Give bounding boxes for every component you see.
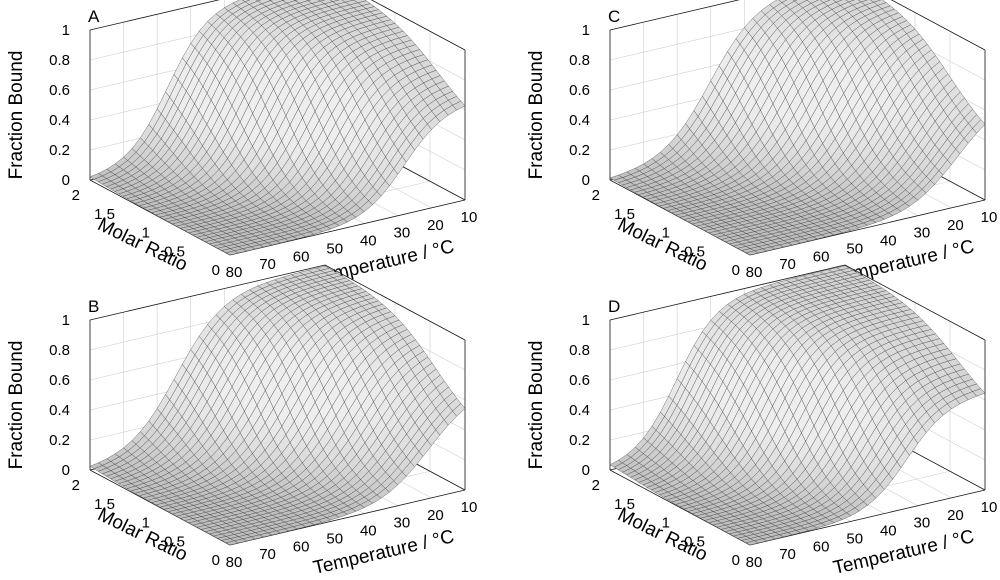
temperature-tick-label: 50 [326, 240, 343, 257]
surface-patch [225, 540, 239, 546]
molar-ratio-tick-label: 2 [72, 477, 80, 494]
z-tick-label: 0 [582, 172, 590, 189]
z-tick-label: 0 [62, 172, 70, 189]
panel-label: D [608, 297, 620, 316]
z-tick-label: 1 [582, 22, 590, 39]
temperature-tick-label: 20 [947, 217, 964, 234]
temperature-tick-label: 70 [779, 256, 796, 273]
temperature-tick-label: 70 [259, 546, 276, 563]
temperature-tick-label: 40 [880, 523, 897, 540]
z-tick-label: 0 [62, 462, 70, 479]
molar-ratio-tick-label: 0 [732, 552, 740, 569]
z-tick-label: 0.2 [49, 142, 70, 159]
temperature-tick-label: 50 [846, 530, 863, 547]
fraction-bound-surface [89, 0, 466, 256]
molar-ratio-tick-label: 0.5 [684, 533, 705, 550]
panel-label: C [608, 7, 620, 26]
fraction-bound-surface [89, 265, 466, 546]
z-tick-label: 0.6 [569, 372, 590, 389]
temperature-tick-label: 60 [813, 538, 830, 555]
z-tick-label: 0.4 [49, 402, 70, 419]
surface-panel-a: A 0 0.2 0.4 0.6 0.8 1 Fraction Bound 2 1.5 1 0.5 0 80… [6, 0, 477, 289]
molar-ratio-tick-label: 1 [662, 225, 670, 242]
z-axis-label: Fraction Bound [526, 51, 547, 180]
temperature-tick-label: 60 [293, 248, 310, 265]
z-axis-label: Fraction Bound [6, 341, 27, 470]
z-tick-label: 0.2 [569, 432, 590, 449]
surface-patch [745, 540, 759, 546]
molar-ratio-tick-label: 2 [592, 477, 600, 494]
z-tick-label: 0.6 [49, 82, 70, 99]
temperature-tick-label: 40 [880, 233, 897, 250]
temperature-tick-label: 20 [947, 507, 964, 524]
molar-ratio-tick-label: 2 [72, 187, 80, 204]
z-tick-label: 0.2 [569, 142, 590, 159]
temperature-tick-label: 40 [360, 233, 377, 250]
molar-ratio-tick-label: 1.5 [94, 206, 115, 223]
molar-ratio-tick-label: 2 [592, 187, 600, 204]
molar-ratio-tick-label: 1 [662, 515, 670, 532]
temperature-tick-label: 80 [746, 264, 763, 281]
z-tick-label: 0.2 [49, 432, 70, 449]
molar-ratio-tick-label: 0.5 [164, 243, 185, 260]
temperature-tick-label: 50 [326, 530, 343, 547]
temperature-tick-label: 80 [226, 554, 243, 571]
temperature-tick-label: 10 [981, 499, 998, 516]
temperature-tick-label: 50 [846, 240, 863, 257]
temperature-tick-label: 70 [259, 256, 276, 273]
temperature-tick-label: 30 [914, 225, 931, 242]
panel-label: B [88, 297, 99, 316]
z-tick-label: 0.4 [569, 112, 590, 129]
temperature-tick-label: 70 [779, 546, 796, 563]
z-tick-label: 0.6 [569, 82, 590, 99]
temperature-tick-label: 60 [813, 248, 830, 265]
molar-ratio-tick-label: 1.5 [614, 496, 635, 513]
molar-ratio-tick-label: 0 [732, 262, 740, 279]
z-tick-label: 0.4 [569, 402, 590, 419]
z-tick-label: 0.8 [49, 52, 70, 69]
temperature-tick-label: 80 [746, 554, 763, 571]
temperature-tick-label: 60 [293, 538, 310, 555]
temperature-tick-label: 30 [394, 225, 411, 242]
temperature-tick-label: 10 [461, 209, 478, 226]
z-axis-label: Fraction Bound [6, 51, 27, 180]
z-tick-label: 1 [62, 312, 70, 329]
molar-ratio-tick-label: 1 [142, 515, 150, 532]
z-tick-label: 1 [582, 312, 590, 329]
molar-ratio-tick-label: 0.5 [684, 243, 705, 260]
molar-ratio-tick-label: 0 [212, 262, 220, 279]
surface-patch [225, 250, 239, 256]
z-tick-label: 0 [582, 462, 590, 479]
fraction-bound-surface [609, 265, 986, 546]
z-tick-label: 0.6 [49, 372, 70, 389]
panel-label: A [88, 7, 100, 26]
molar-ratio-tick-label: 1.5 [94, 496, 115, 513]
temperature-tick-label: 10 [461, 499, 478, 516]
z-tick-label: 0.8 [569, 342, 590, 359]
z-tick-label: 0.4 [49, 112, 70, 129]
surface-panel-d: D 0 0.2 0.4 0.6 0.8 1 Fraction Bound 2 1.5 1 0.5 0 80… [526, 264, 998, 579]
z-tick-label: 0.8 [569, 52, 590, 69]
temperature-tick-label: 20 [427, 507, 444, 524]
surface-patch [745, 250, 759, 256]
surface-panel-b: B 0 0.2 0.4 0.6 0.8 1 Fraction Bound 2 1.5 1 0.5 0 80… [6, 264, 478, 579]
fraction-bound-surface [609, 0, 986, 256]
temperature-tick-label: 30 [394, 515, 411, 532]
molar-ratio-tick-label: 0.5 [164, 533, 185, 550]
surface-panel-c: C 0 0.2 0.4 0.6 0.8 1 Fraction Bound 2 1.5 1 0.5 0 80… [526, 0, 997, 289]
temperature-tick-label: 40 [360, 523, 377, 540]
z-axis-label: Fraction Bound [526, 341, 547, 470]
temperature-tick-label: 80 [226, 264, 243, 281]
molar-ratio-tick-label: 1 [142, 225, 150, 242]
temperature-tick-label: 10 [981, 209, 998, 226]
z-tick-label: 0.8 [49, 342, 70, 359]
z-tick-label: 1 [62, 22, 70, 39]
molar-ratio-tick-label: 1.5 [614, 206, 635, 223]
molar-ratio-tick-label: 0 [212, 552, 220, 569]
temperature-tick-label: 20 [427, 217, 444, 234]
temperature-tick-label: 30 [914, 515, 931, 532]
